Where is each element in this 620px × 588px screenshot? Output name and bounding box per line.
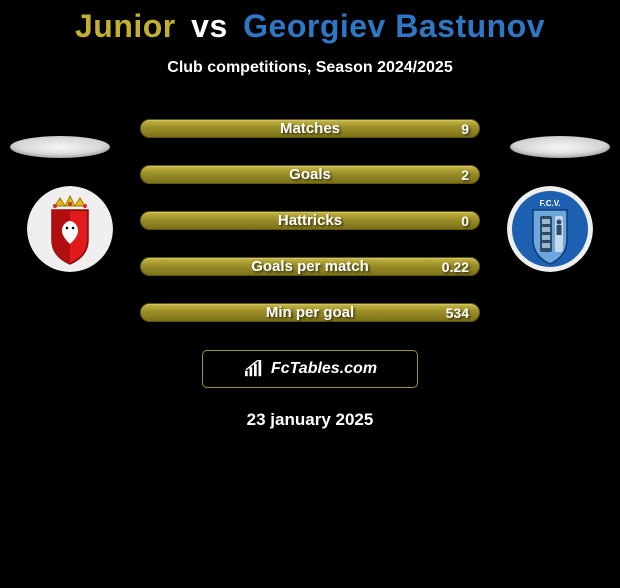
stat-row-goals-per-match: Goals per match 0.22 bbox=[140, 257, 480, 276]
stat-right-value: 9 bbox=[461, 120, 469, 137]
stat-row-goals: Goals 2 bbox=[140, 165, 480, 184]
stat-right-value: 2 bbox=[461, 166, 469, 183]
stat-label: Hattricks bbox=[141, 212, 479, 229]
stat-label: Goals bbox=[141, 166, 479, 183]
club-crest-right-icon: F.C.V. bbox=[507, 186, 593, 272]
branding-text: FcTables.com bbox=[271, 360, 377, 378]
club-badge-right: F.C.V. bbox=[507, 186, 593, 272]
player1-disc bbox=[10, 136, 110, 158]
stat-right-value: 0.22 bbox=[442, 258, 469, 275]
stat-row-min-per-goal: Min per goal 534 bbox=[140, 303, 480, 322]
comparison-title: Junior vs Georgiev Bastunov bbox=[0, 8, 620, 45]
stat-label: Matches bbox=[141, 120, 479, 137]
bar-chart-icon bbox=[243, 360, 265, 378]
stat-label: Min per goal bbox=[141, 304, 479, 321]
stat-row-matches: Matches 9 bbox=[140, 119, 480, 138]
player2-disc bbox=[510, 136, 610, 158]
branding-box[interactable]: FcTables.com bbox=[202, 350, 418, 388]
club-crest-left-icon bbox=[27, 186, 113, 272]
player1-name: Junior bbox=[75, 8, 176, 44]
stat-right-value: 0 bbox=[461, 212, 469, 229]
stat-row-hattricks: Hattricks 0 bbox=[140, 211, 480, 230]
snapshot-date: 23 january 2025 bbox=[0, 410, 620, 430]
club-badge-left bbox=[27, 186, 113, 272]
vs-separator: vs bbox=[191, 8, 228, 44]
stat-right-value: 534 bbox=[446, 304, 469, 321]
svg-text:F.C.V.: F.C.V. bbox=[539, 199, 560, 208]
stat-label: Goals per match bbox=[141, 258, 479, 275]
subtitle-competition-season: Club competitions, Season 2024/2025 bbox=[0, 59, 620, 77]
player2-name: Georgiev Bastunov bbox=[243, 8, 545, 44]
